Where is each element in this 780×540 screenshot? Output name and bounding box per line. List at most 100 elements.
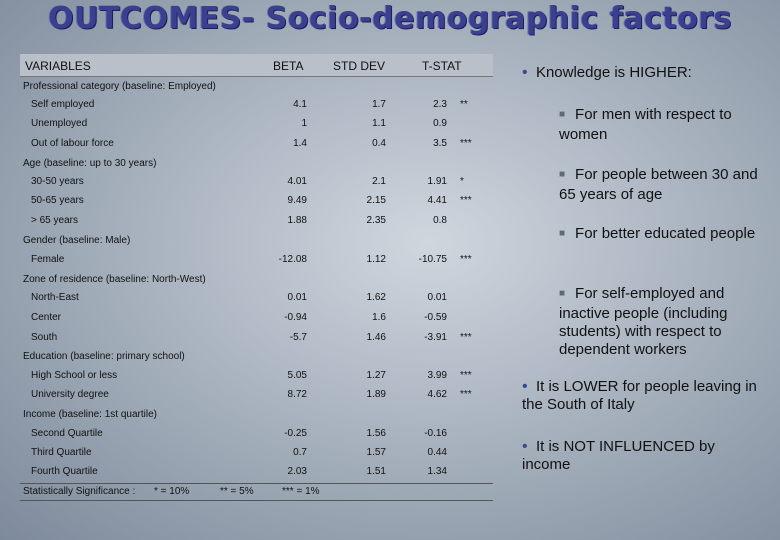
row-std-dev: 1.51 (366, 466, 386, 477)
row-t-stat: -10.75 (418, 254, 447, 265)
row-std-dev: 1.7 (372, 99, 386, 110)
row-std-dev: 1.1 (372, 118, 386, 129)
finding-educated: ■ For better educated people (559, 225, 759, 245)
row-label: Second Quartile (31, 428, 103, 439)
row-t-stat: 2.3 (433, 99, 447, 110)
table-row: Female -12.08 1.12 -10.75 *** (20, 252, 493, 268)
row-t-stat: 1.91 (427, 176, 447, 187)
row-beta: -0.25 (284, 428, 307, 439)
finding-higher: • Knowledge is HIGHER: (522, 64, 692, 82)
category-zone: Zone of residence (baseline: North-West) (23, 274, 206, 285)
table-row: University degree 8.72 1.89 4.62 *** (20, 387, 493, 403)
table-row: Center -0.94 1.6 -0.59 (20, 310, 493, 326)
row-beta: -12.08 (278, 254, 307, 265)
category-education: Education (baseline: primary school) (23, 351, 185, 362)
row-label: Female (31, 254, 65, 265)
row-std-dev: 1.6 (372, 312, 386, 323)
finding-men: ■ For men with respect to women (559, 106, 759, 144)
row-significance: *** (460, 195, 472, 206)
category-income: Income (baseline: 1st quartile) (23, 409, 157, 420)
row-beta: 5.05 (287, 370, 307, 381)
row-beta: 0.01 (287, 292, 307, 303)
row-beta: 1.88 (287, 215, 307, 226)
table-row: Out of labour force 1.4 0.4 3.5 *** (20, 136, 493, 152)
row-std-dev: 1.56 (366, 428, 386, 439)
row-std-dev: 1.89 (366, 389, 386, 400)
row-label: Self employed (31, 99, 95, 110)
row-significance: *** (460, 332, 472, 343)
header-std-dev: STD DEV (333, 59, 386, 73)
category-age: Age (baseline: up to 30 years) (23, 158, 157, 169)
row-label: North-East (31, 292, 79, 303)
table-row: Third Quartile 0.7 1.57 0.44 (20, 445, 493, 461)
bullet-square-icon: ■ (559, 288, 566, 299)
table-row: Self employed 4.1 1.7 2.3 ** (20, 97, 493, 113)
row-beta: -5.7 (289, 332, 307, 343)
table-row: > 65 years 1.88 2.35 0.8 (20, 213, 493, 229)
bullet-dot-icon: • (522, 64, 528, 81)
row-label: Fourth Quartile (31, 466, 98, 477)
bullet-square-icon: ■ (559, 228, 566, 239)
row-significance: *** (460, 138, 472, 149)
regression-table: VARIABLES BETA STD DEV T-STAT Profession… (20, 54, 493, 501)
row-std-dev: 1.27 (366, 370, 386, 381)
finding-text: It is NOT INFLUENCED by income (522, 438, 715, 473)
table-row: Second Quartile -0.25 1.56 -0.16 (20, 426, 493, 442)
finding-lower: • It is LOWER for people leaving in the … (522, 378, 762, 414)
bullet-square-icon: ■ (559, 169, 566, 180)
finding-age: ■ For people between 30 and 65 years of a… (559, 166, 759, 204)
table-row: High School or less 5.05 1.27 3.99 *** (20, 368, 493, 384)
row-t-stat: 3.99 (427, 370, 447, 381)
table-row: Fourth Quartile 2.03 1.51 1.34 (20, 464, 493, 480)
row-beta: 2.03 (287, 466, 307, 477)
category-gender: Gender (baseline: Male) (23, 235, 131, 246)
row-label: South (31, 332, 58, 343)
row-std-dev: 2.15 (366, 195, 386, 206)
row-label: University degree (31, 389, 109, 400)
significance-legend: Statistically Significance : * = 10% ** … (20, 483, 493, 501)
row-std-dev: 2.35 (366, 215, 386, 226)
row-significance: * (460, 176, 464, 187)
legend-5pct: ** = 5% (220, 486, 254, 497)
header-variables: VARIABLES (25, 59, 91, 73)
row-std-dev: 1.62 (366, 292, 386, 303)
finding-text: For better educated people (575, 225, 756, 242)
row-label: Out of labour force (31, 138, 114, 149)
row-t-stat: -0.16 (424, 428, 447, 439)
row-std-dev: 1.12 (366, 254, 386, 265)
row-t-stat: 0.9 (433, 118, 447, 129)
row-t-stat: 0.44 (427, 447, 447, 458)
row-std-dev: 0.4 (372, 138, 386, 149)
finding-not-influenced: • It is NOT INFLUENCED by income (522, 438, 762, 474)
row-significance: *** (460, 254, 472, 265)
row-t-stat: 0.01 (427, 292, 447, 303)
table-row: South -5.7 1.46 -3.91 *** (20, 330, 493, 346)
row-label: > 65 years (31, 215, 78, 226)
legend-1pct: *** = 1% (282, 486, 320, 497)
row-beta: 8.72 (287, 389, 307, 400)
row-significance: *** (460, 389, 472, 400)
row-t-stat: -0.59 (424, 312, 447, 323)
bullet-dot-icon: • (522, 438, 528, 455)
finding-self-employed: ■ For self-employed and inactive people (… (559, 285, 769, 359)
category-professional: Professional category (baseline: Employe… (23, 81, 216, 92)
finding-text: For people between 30 and 65 years of ag… (559, 166, 758, 203)
table-row: 30-50 years 4.01 2.1 1.91 * (20, 174, 493, 190)
row-beta: 4.01 (287, 176, 307, 187)
finding-text: For self-employed and inactive people (i… (559, 285, 728, 358)
finding-text: Knowledge is HIGHER: (535, 64, 692, 81)
table-row: North-East 0.01 1.62 0.01 (20, 290, 493, 306)
row-t-stat: 1.34 (427, 466, 447, 477)
row-std-dev: 1.57 (366, 447, 386, 458)
row-std-dev: 2.1 (372, 176, 386, 187)
row-significance: ** (460, 99, 468, 110)
row-beta: 1.4 (293, 138, 307, 149)
table-row: Unemployed 1 1.1 0.9 (20, 116, 493, 132)
row-label: Third Quartile (31, 447, 92, 458)
row-label: 30-50 years (31, 176, 84, 187)
legend-10pct: * = 10% (154, 486, 190, 497)
header-beta: BETA (273, 59, 304, 73)
row-beta: 1 (301, 118, 307, 129)
row-label: High School or less (31, 370, 118, 381)
row-t-stat: -3.91 (424, 332, 447, 343)
